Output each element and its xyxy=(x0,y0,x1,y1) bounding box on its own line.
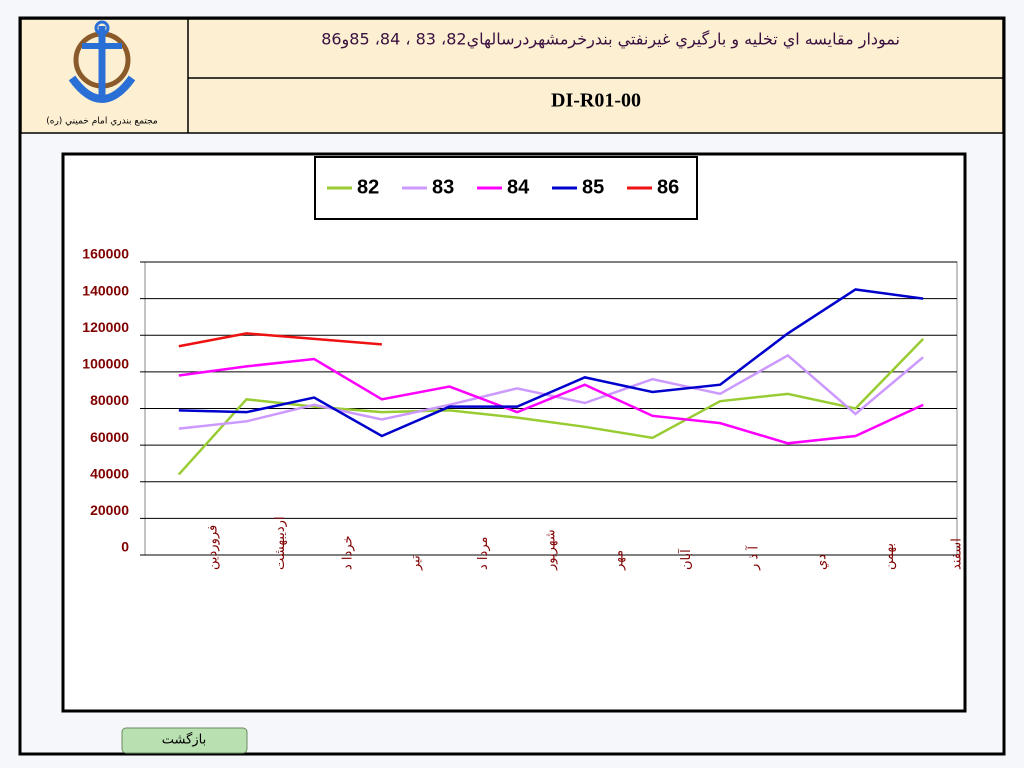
x-tick-label: آ ذ ر xyxy=(745,545,762,571)
x-tick-label: مردا د xyxy=(476,537,491,570)
back-button[interactable] xyxy=(121,727,248,754)
x-tick-label: مهر xyxy=(611,550,626,571)
y-tick-label: 80000 xyxy=(90,392,129,408)
y-tick-label: 160000 xyxy=(82,246,129,262)
x-tick-label: اسفند xyxy=(950,538,965,570)
x-tick-label: آبان xyxy=(677,548,694,570)
y-tick-label: 60000 xyxy=(90,429,129,445)
chart: 0 20000 40000 60000 80000 100000 120000 140000 1… xyxy=(82,176,964,571)
back-button-label[interactable]: بازگشت xyxy=(162,732,206,748)
logo-caption: مجتمع بندري امام خميني (ره) xyxy=(46,117,158,127)
x-tick-label: ارديبهشت xyxy=(273,516,288,570)
series-line xyxy=(178,357,924,445)
header xyxy=(20,18,1004,134)
x-tick-label: دي xyxy=(814,554,829,570)
legend-label: 84 xyxy=(507,176,530,198)
x-tick-label: شهريور xyxy=(544,529,559,571)
legend-label: 82 xyxy=(357,176,379,198)
legend-label: 83 xyxy=(432,176,454,198)
x-tick-label: فروردين xyxy=(205,525,220,570)
x-tick-label: بهمن xyxy=(882,543,897,570)
y-tick-label: 20000 xyxy=(90,502,129,518)
series-line xyxy=(178,288,924,438)
y-tick-label: 120000 xyxy=(82,319,129,335)
outer-frame xyxy=(18,16,1006,756)
y-tick-label: 140000 xyxy=(82,282,129,298)
x-tick-label: تير xyxy=(408,555,423,571)
y-tick-label: 0 xyxy=(121,539,129,555)
legend-label: 86 xyxy=(657,176,679,198)
logo xyxy=(68,20,136,103)
legend-label: 85 xyxy=(582,176,604,198)
y-tick-label: 100000 xyxy=(82,356,129,372)
slide-title: نمودار مقايسه اي تخليه و بارگيري غيرنفتي… xyxy=(321,30,900,50)
series-line xyxy=(178,332,382,348)
series-line xyxy=(178,353,924,430)
y-tick-label: 40000 xyxy=(90,465,129,481)
x-tick-label: خردا د xyxy=(341,535,356,570)
document-code: DI-R01-00 xyxy=(551,90,641,112)
series-line xyxy=(177,338,925,476)
